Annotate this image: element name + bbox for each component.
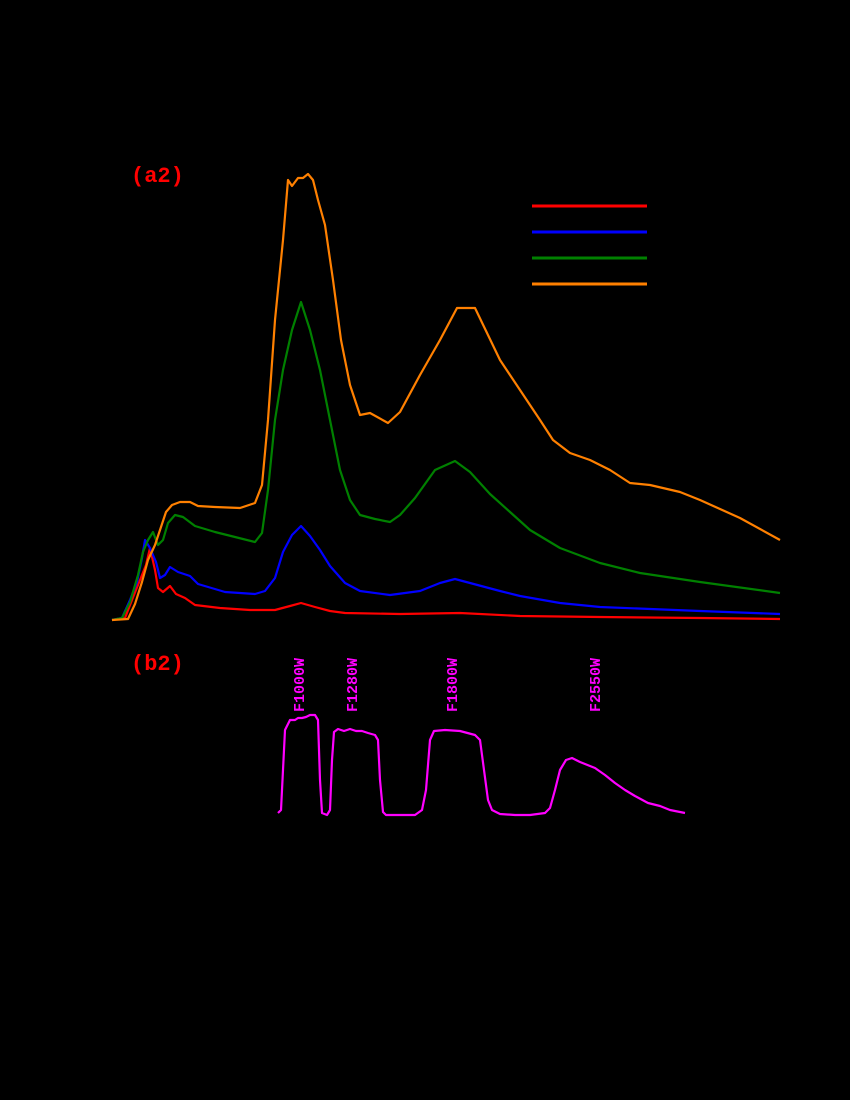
filter-transmission-curve	[277, 713, 686, 817]
legend	[532, 204, 647, 286]
panel-b-label: (b2)	[131, 652, 184, 677]
filter-label-f1000w: F1000W	[292, 658, 309, 712]
panel-a-curves	[111, 172, 781, 622]
green-curve	[111, 300, 781, 622]
filter-label-f1280w: F1280W	[345, 658, 362, 712]
axes	[111, 149, 781, 821]
panel-a-label: (a2)	[131, 164, 184, 189]
orange-curve	[111, 172, 781, 622]
filter-label-f2550w: F2550W	[588, 658, 605, 712]
filter-label-f1800w: F1800W	[445, 658, 462, 712]
blue-curve	[111, 524, 781, 622]
